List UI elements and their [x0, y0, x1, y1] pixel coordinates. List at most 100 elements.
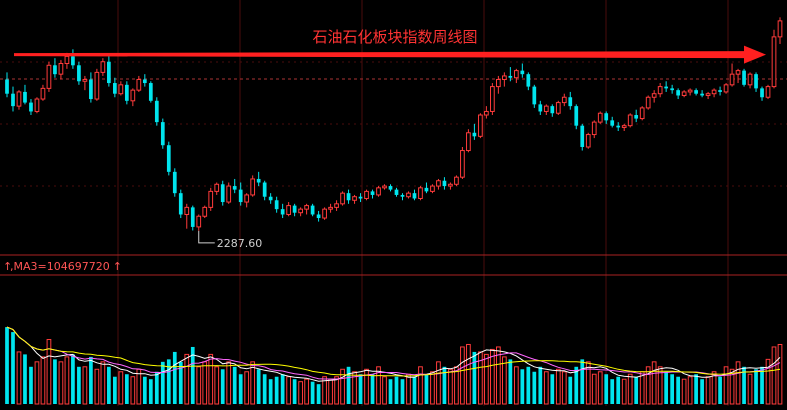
candle-14 — [89, 72, 93, 103]
trend-arrow — [14, 45, 767, 64]
volume-bar-66 — [400, 379, 405, 404]
volume-bar-97 — [585, 361, 591, 405]
candle-123 — [742, 68, 746, 87]
volume-bar-88 — [532, 371, 537, 404]
candle-91 — [550, 104, 555, 117]
candle-45 — [274, 196, 279, 213]
candle-76 — [460, 146, 465, 179]
candle-33 — [202, 205, 208, 219]
candle-20 — [124, 81, 129, 105]
candle-41 — [250, 175, 256, 197]
volume-bar-110 — [664, 371, 669, 404]
volume-bar-94 — [568, 376, 573, 404]
volume-bar-44 — [268, 379, 273, 404]
volume-bar-57 — [346, 366, 351, 404]
candle-55 — [334, 200, 339, 211]
volume-bar-40 — [244, 371, 250, 405]
candle-107 — [645, 95, 651, 110]
candle-94 — [568, 91, 573, 110]
volume-bar-96 — [580, 359, 585, 404]
volume-bar-16 — [100, 361, 106, 405]
indicator-arrow-right: ↑ — [113, 260, 122, 273]
volume-bar-0 — [5, 327, 9, 404]
candle-69 — [418, 186, 423, 201]
candle-92 — [555, 100, 561, 116]
candle-117 — [705, 91, 711, 100]
volume-bar-87 — [526, 366, 531, 404]
volume-bar-51 — [310, 381, 315, 404]
candle-18 — [113, 77, 117, 98]
candle-79 — [478, 113, 483, 139]
candle-126 — [760, 86, 764, 101]
volume-bar-121 — [729, 368, 735, 405]
volume-bar-64 — [388, 379, 393, 404]
volume-bar-93 — [561, 371, 567, 405]
candle-6 — [40, 84, 46, 101]
candle-78 — [472, 123, 477, 140]
volume-bar-102 — [616, 376, 621, 404]
volume-bar-13 — [82, 366, 88, 405]
candle-113 — [681, 90, 687, 98]
ma-layer — [6, 326, 781, 382]
indicator-label: ,MA3=104697720 — [10, 260, 110, 273]
candle-127 — [765, 84, 771, 100]
candle-38 — [232, 178, 237, 194]
volume-bar-103 — [621, 378, 627, 405]
volume-bar-120 — [723, 366, 729, 405]
volume-bar-59 — [358, 374, 363, 404]
candle-129 — [777, 17, 783, 44]
volume-bar-89 — [538, 366, 543, 404]
volume-bar-38 — [232, 366, 237, 404]
candle-17 — [107, 56, 111, 87]
volume-bar-106 — [639, 371, 645, 405]
candle-54 — [328, 203, 333, 213]
candle-97 — [585, 132, 591, 149]
candle-84 — [508, 67, 513, 82]
volume-layer — [5, 327, 783, 405]
candle-9 — [58, 59, 64, 80]
volume-bar-37 — [226, 361, 232, 405]
candle-83 — [502, 72, 507, 87]
candle-34 — [208, 187, 214, 211]
candle-23 — [142, 74, 147, 87]
volume-bar-19 — [118, 371, 124, 405]
volume-bar-23 — [142, 376, 147, 404]
candle-128 — [771, 29, 777, 89]
volume-bar-116 — [700, 379, 704, 404]
volume-bar-82 — [496, 346, 501, 405]
volume-bar-14 — [89, 356, 93, 404]
candle-112 — [676, 88, 680, 100]
volume-bar-43 — [262, 374, 267, 404]
volume-bar-6 — [40, 356, 46, 405]
volume-bar-81 — [490, 348, 495, 405]
candle-21 — [130, 88, 136, 107]
volume-bar-8 — [53, 359, 57, 404]
volume-bar-49 — [298, 381, 303, 405]
indicator-arrow-left: ↑ — [3, 260, 12, 273]
candle-7 — [46, 61, 52, 92]
candle-103 — [621, 123, 627, 131]
volume-bar-101 — [610, 379, 615, 404]
volume-bar-17 — [107, 366, 111, 404]
candle-63 — [382, 184, 387, 190]
volume-bar-128 — [771, 346, 777, 405]
volume-bar-31 — [190, 346, 195, 404]
volume-bar-73 — [442, 366, 447, 404]
candle-75 — [454, 175, 459, 187]
volume-bar-12 — [77, 366, 81, 404]
candle-40 — [244, 193, 250, 208]
candle-77 — [466, 129, 471, 153]
volume-bar-21 — [130, 376, 136, 405]
candle-105 — [634, 109, 639, 123]
candle-110 — [664, 81, 669, 92]
candle-27 — [166, 141, 171, 176]
candle-36 — [220, 180, 225, 206]
candle-31 — [190, 205, 195, 231]
volume-bar-129 — [777, 343, 783, 405]
candle-118 — [711, 88, 717, 98]
volume-bar-86 — [520, 369, 525, 404]
candle-1 — [11, 86, 15, 112]
candle-102 — [616, 122, 621, 131]
candle-25 — [154, 97, 159, 126]
